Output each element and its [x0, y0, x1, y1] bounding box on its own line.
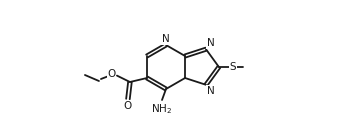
Text: N: N [207, 86, 215, 96]
Text: S: S [230, 62, 236, 72]
Text: O: O [108, 69, 116, 79]
Text: N: N [207, 38, 215, 48]
Text: O: O [124, 101, 132, 111]
Text: NH$_2$: NH$_2$ [151, 102, 173, 116]
Text: N: N [162, 34, 170, 44]
